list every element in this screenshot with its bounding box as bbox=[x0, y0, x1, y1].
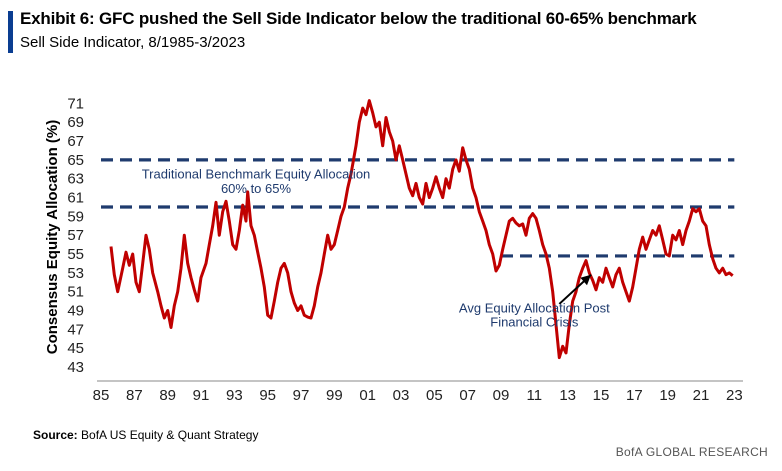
x-tick-label: 05 bbox=[426, 387, 443, 404]
x-tick-label: 97 bbox=[293, 387, 310, 404]
y-tick-label: 71 bbox=[67, 95, 84, 112]
series-lines bbox=[109, 99, 734, 360]
x-tick-label: 07 bbox=[459, 387, 476, 404]
y-tick-label: 61 bbox=[67, 190, 84, 207]
y-tick-label: 59 bbox=[67, 208, 84, 225]
x-tick-label: 95 bbox=[259, 387, 276, 404]
x-tick-label: 03 bbox=[393, 387, 410, 404]
y-tick-label: 45 bbox=[67, 340, 84, 357]
source-note: Source: BofA US Equity & Quant Strategy bbox=[33, 428, 258, 442]
source-text: BofA US Equity & Quant Strategy bbox=[81, 428, 259, 442]
brand-footer: BofA GLOBAL RESEARCH bbox=[615, 445, 768, 459]
x-tick-label: 85 bbox=[93, 387, 110, 404]
x-tick-label: 15 bbox=[593, 387, 610, 404]
chart-subtitle: Sell Side Indicator, 8/1985-3/2023 bbox=[20, 34, 246, 51]
y-tick-label: 47 bbox=[67, 321, 84, 338]
x-tick-label: 93 bbox=[226, 387, 243, 404]
annotation-text: Avg Equity Allocation Post bbox=[459, 300, 610, 315]
x-tick-label: 89 bbox=[159, 387, 176, 404]
arrow-head bbox=[580, 274, 591, 286]
y-axis-label: Consensus Equity Allocation (%) bbox=[44, 120, 61, 354]
x-tick-label: 19 bbox=[659, 387, 676, 404]
x-tick-label: 13 bbox=[559, 387, 576, 404]
x-tick-label: 91 bbox=[193, 387, 210, 404]
reference-lines bbox=[101, 158, 735, 258]
x-tick-labels: 85 87 89 91 93 95 97 99 01 03 05 07 09 11 13 15 17 19 21 23 bbox=[93, 387, 743, 404]
chart-title: Exhibit 6: GFC pushed the Sell Side Indi… bbox=[20, 9, 697, 28]
x-tick-label: 21 bbox=[693, 387, 710, 404]
annotation-arrow bbox=[558, 274, 592, 305]
x-tick-label: 87 bbox=[126, 387, 143, 404]
annotations: Traditional Benchmark Equity Allocation6… bbox=[142, 167, 610, 330]
annotation-text: Financial Crisis bbox=[490, 315, 579, 330]
y-tick-label: 49 bbox=[67, 303, 84, 320]
x-tick-label: 01 bbox=[359, 387, 376, 404]
y-tick-label: 57 bbox=[67, 227, 84, 244]
x-tick-label: 09 bbox=[493, 387, 510, 404]
source-label: Source: bbox=[33, 428, 78, 442]
y-tick-label: 55 bbox=[67, 246, 84, 263]
y-tick-label: 65 bbox=[67, 152, 84, 169]
x-tick-label: 23 bbox=[726, 387, 743, 404]
accent-bar bbox=[8, 11, 13, 53]
x-tick-label: 11 bbox=[527, 387, 543, 404]
y-tick-label: 67 bbox=[67, 133, 84, 150]
annotation-text: Traditional Benchmark Equity Allocation bbox=[142, 167, 371, 182]
annotation-text: 60% to 65% bbox=[221, 181, 292, 196]
x-tick-label: 99 bbox=[326, 387, 343, 404]
y-tick-label: 69 bbox=[67, 114, 84, 131]
y-tick-label: 43 bbox=[67, 359, 84, 376]
line-chart: Consensus Equity Allocation (%) 43 45 4749… bbox=[44, 95, 743, 404]
series-line bbox=[109, 99, 734, 360]
y-tick-label: 51 bbox=[67, 284, 84, 301]
y-tick-label: 63 bbox=[67, 171, 84, 188]
x-tick-label: 17 bbox=[626, 387, 643, 404]
y-tick-label: 53 bbox=[67, 265, 84, 282]
